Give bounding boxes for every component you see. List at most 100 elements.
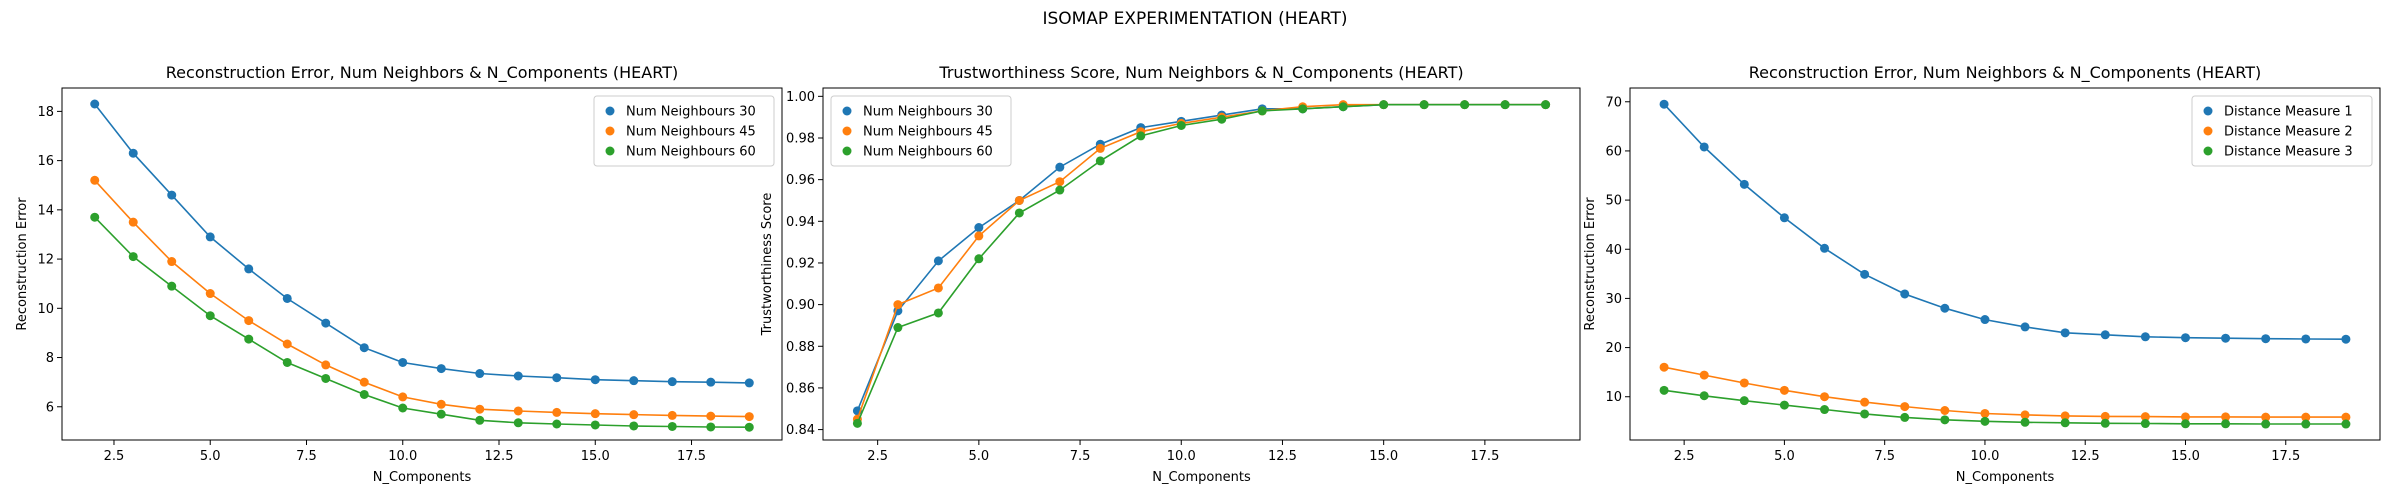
series-line <box>1663 366 2346 418</box>
data-point <box>2020 417 2030 427</box>
data-point <box>398 403 408 413</box>
data-point <box>590 420 600 430</box>
data-point <box>1699 391 1709 401</box>
x-tick-label: 7.5 <box>296 449 317 464</box>
y-tick-label: 1.00 <box>786 90 815 105</box>
data-point <box>852 418 862 428</box>
series-line <box>1663 389 2346 425</box>
data-point <box>552 407 562 417</box>
data-point <box>1779 213 1789 223</box>
data-point <box>974 223 984 233</box>
x-tick-label: 10.0 <box>388 449 417 464</box>
legend-marker <box>842 146 852 156</box>
data-point <box>667 377 677 387</box>
data-point <box>321 318 331 328</box>
data-point <box>2180 412 2190 422</box>
data-point <box>1055 185 1065 195</box>
y-tick-label: 16 <box>37 154 54 169</box>
data-point <box>475 404 485 414</box>
x-tick-label: 10.0 <box>1167 449 1196 464</box>
series-3 <box>852 100 1551 428</box>
data-point <box>2100 418 2110 428</box>
x-tick-label: 12.5 <box>2071 449 2100 464</box>
data-point <box>1980 416 1990 426</box>
data-point <box>629 376 639 386</box>
y-tick-label: 0.90 <box>786 298 815 313</box>
x-tick-label: 15.0 <box>1369 449 1398 464</box>
data-point <box>282 293 292 303</box>
data-point <box>436 399 446 409</box>
data-point <box>513 371 523 381</box>
data-point <box>1699 142 1709 152</box>
x-tick-label: 17.5 <box>2271 449 2300 464</box>
legend-marker <box>2203 106 2213 116</box>
series-3 <box>90 212 754 432</box>
x-axis-label: N_Components <box>1956 470 2055 485</box>
data-point <box>2221 412 2231 422</box>
data-point <box>590 375 600 385</box>
data-point <box>513 418 523 428</box>
series-2 <box>1659 362 2351 422</box>
data-point <box>706 377 716 387</box>
y-tick-label: 0.98 <box>786 131 815 146</box>
x-tick-label: 2.5 <box>104 449 125 464</box>
chart-title: Reconstruction Error, Num Neighbors & N_… <box>1749 63 2261 83</box>
plot-frame <box>822 87 1581 441</box>
data-point <box>552 419 562 429</box>
x-tick-label: 15.0 <box>2171 449 2200 464</box>
data-point <box>1659 385 1669 395</box>
data-point <box>90 212 100 222</box>
data-point <box>1055 177 1065 187</box>
data-point <box>2060 411 2070 421</box>
data-point <box>744 412 754 422</box>
y-tick-label: 8 <box>46 351 54 366</box>
data-point <box>205 232 215 242</box>
data-point <box>2140 419 2150 429</box>
data-point <box>706 422 716 432</box>
data-point <box>244 264 254 274</box>
y-tick-label: 0.84 <box>786 423 815 438</box>
data-point <box>2261 412 2271 422</box>
data-point <box>933 256 943 266</box>
legend: Num Neighbours 30 Num Neighbours 45 Num Ne… <box>830 95 1012 167</box>
data-point <box>1739 179 1749 189</box>
y-tick-label: 18 <box>37 105 54 120</box>
data-point <box>205 311 215 321</box>
data-point <box>1900 412 1910 422</box>
data-point <box>1860 397 1870 407</box>
legend-label: Num Neighbours 60 <box>863 145 993 160</box>
data-point <box>128 217 138 227</box>
y-tick-label: 40 <box>1605 243 1622 258</box>
legend-label: Num Neighbours 45 <box>626 125 756 140</box>
data-point <box>2060 328 2070 338</box>
data-point <box>590 409 600 419</box>
chart-panel-1: Reconstruction Error, Num Neighbors & N_… <box>15 63 783 485</box>
legend-label: Distance Measure 1 <box>2224 105 2353 120</box>
x-tick-label: 5.0 <box>1774 449 1795 464</box>
data-point <box>1779 400 1789 410</box>
data-point <box>2301 412 2311 422</box>
y-tick-label: 0.96 <box>786 173 815 188</box>
data-point <box>2060 418 2070 428</box>
legend-marker <box>842 106 852 116</box>
data-point <box>128 252 138 262</box>
data-point <box>1338 102 1348 112</box>
data-point <box>2100 411 2110 421</box>
legend: Distance Measure 1 Distance Measure 2 Dist… <box>2191 95 2373 167</box>
y-tick-label: 70 <box>1605 95 1622 110</box>
data-point <box>321 360 331 370</box>
data-point <box>2301 334 2311 344</box>
data-point <box>1176 120 1186 130</box>
data-point <box>2180 333 2190 343</box>
legend-label: Num Neighbours 30 <box>863 105 993 120</box>
data-point <box>2020 410 2030 420</box>
data-point <box>1900 402 1910 412</box>
data-point <box>2140 332 2150 342</box>
data-point <box>629 421 639 431</box>
data-point <box>1940 406 1950 416</box>
data-point <box>90 99 100 109</box>
y-axis-label: Trustworthiness Score <box>760 193 775 337</box>
legend-box <box>2191 95 2373 167</box>
data-point <box>744 422 754 432</box>
data-point <box>2221 333 2231 343</box>
